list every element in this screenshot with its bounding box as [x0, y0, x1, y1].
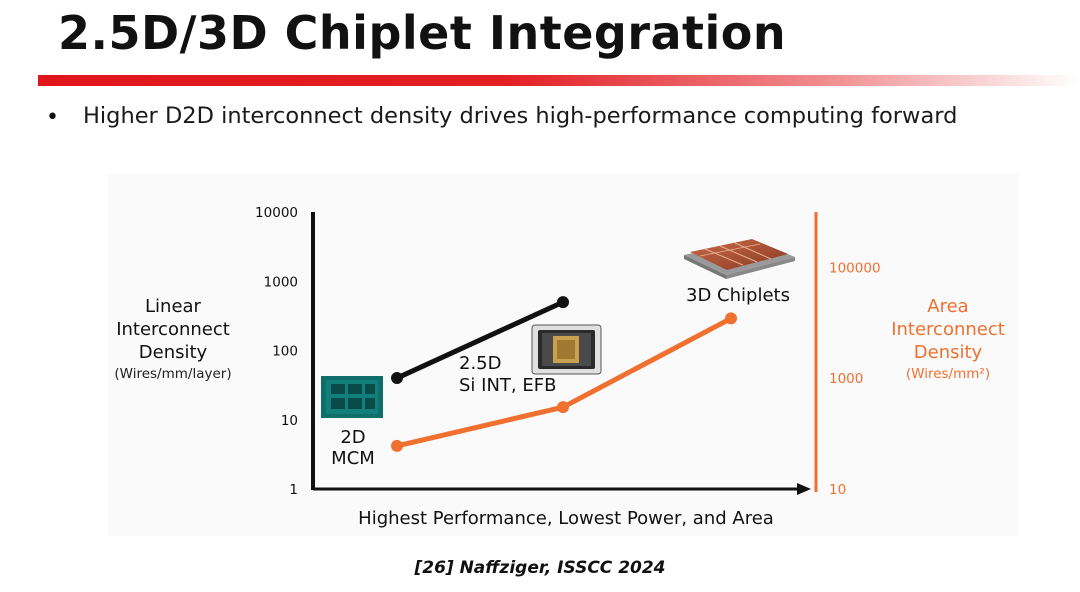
data-point-linear: [391, 372, 403, 385]
right-tick-labels: 10 1000 100000: [829, 260, 881, 498]
left-tick-labels: 1 10 100 1000 10000: [255, 205, 298, 498]
data-point-area: [725, 312, 737, 325]
annotation-2-5d-line2: Si INT, EFB: [459, 375, 556, 396]
annotation-2d-line1: 2D: [340, 427, 365, 448]
right-axis-label-line1: Area: [927, 296, 968, 317]
annotation-3d: 3D Chiplets: [686, 285, 790, 306]
right-axis-label-line2: Interconnect: [891, 319, 1005, 340]
right-tick-label: 10: [829, 482, 846, 498]
left-tick-label: 10: [281, 413, 298, 429]
title-underline-bar: [38, 75, 1080, 86]
left-axis-label-line1: Linear: [145, 296, 202, 317]
left-axis-label-line3: Density: [139, 342, 208, 363]
right-tick-label: 1000: [829, 371, 863, 387]
2d-mcm-chip-icon: [321, 376, 383, 418]
data-point-area: [557, 401, 569, 414]
data-point-linear: [557, 296, 569, 309]
left-axis-label: Linear Interconnect Density (Wires/mm/la…: [114, 296, 231, 382]
slide-title: 2.5D/3D Chiplet Integration: [58, 6, 787, 60]
citation: [26] Naffziger, ISSCC 2024: [414, 558, 666, 578]
bullet-icon: •: [46, 105, 59, 130]
annotation-2d-line2: MCM: [331, 448, 375, 469]
series-layer: [391, 296, 737, 452]
annotation-2-5d-line1: 2.5D: [459, 353, 502, 374]
left-tick-label: 1: [289, 482, 298, 498]
left-axis-label-line2: Interconnect: [116, 319, 230, 340]
x-axis-arrow-icon: [797, 483, 811, 495]
x-axis-label: Highest Performance, Lowest Power, and A…: [358, 508, 774, 529]
right-axis-unit: (Wires/mm²): [906, 366, 990, 382]
bullet-text: Higher D2D interconnect density drives h…: [83, 103, 958, 129]
3d-chiplet-stack-icon: [684, 239, 795, 279]
right-axis-label: Area Interconnect Density (Wires/mm²): [891, 296, 1005, 382]
right-axis-label-line3: Density: [914, 342, 983, 363]
right-tick-label: 100000: [829, 260, 881, 276]
data-point-area: [391, 439, 403, 452]
left-tick-label: 1000: [264, 274, 298, 290]
2-5d-package-icon: [531, 324, 602, 375]
left-tick-label: 10000: [255, 205, 298, 221]
series-line-linear: [394, 299, 566, 381]
left-axis-unit: (Wires/mm/layer): [114, 366, 231, 382]
left-tick-label: 100: [272, 344, 298, 360]
